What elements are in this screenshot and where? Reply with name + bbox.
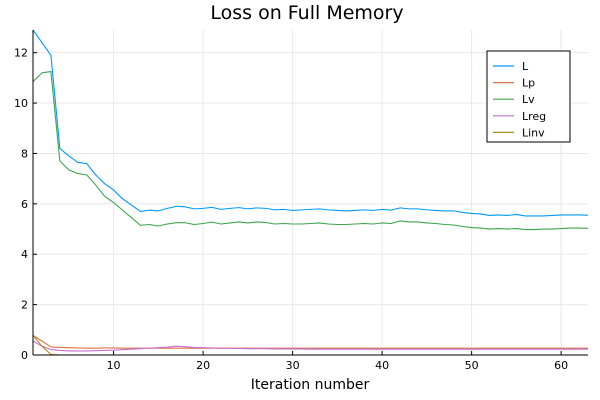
- series-line-lv: [32, 71, 589, 231]
- y-tick-label: 2: [21, 299, 28, 312]
- x-tick-label: 50: [465, 359, 479, 372]
- x-tick-labels: 10 20 30 40 50 60: [107, 359, 569, 372]
- legend-label: Lreg: [522, 110, 546, 123]
- y-tick-label: 6: [21, 198, 28, 211]
- series-line-lp: [32, 334, 588, 349]
- legend: L Lp Lv Lreg Linv: [486, 50, 571, 143]
- chart-title: Loss on Full Memory: [210, 2, 403, 24]
- x-tick-label: 30: [286, 359, 300, 372]
- y-tick-label: 4: [21, 248, 28, 261]
- y-tick-labels: 0 2 4 6 8 10 12: [14, 47, 28, 362]
- legend-label: L: [522, 60, 529, 73]
- x-tick-label: 10: [107, 359, 121, 372]
- x-tick-label: 60: [554, 359, 568, 372]
- legend-label: Lp: [522, 77, 535, 90]
- x-tick-label: 40: [375, 359, 389, 372]
- axes: [32, 30, 588, 356]
- legend-label: Lv: [522, 93, 535, 106]
- y-tick-label: 12: [14, 47, 28, 60]
- series-line-lreg: [32, 340, 588, 352]
- x-axis-label: Iteration number: [251, 377, 370, 393]
- series-line-l: [32, 29, 589, 217]
- x-tick-label: 20: [196, 359, 210, 372]
- y-tick-label: 8: [21, 147, 28, 160]
- y-tick-label: 10: [14, 97, 28, 110]
- y-tick-label: 0: [21, 349, 28, 362]
- series-line-linv: [32, 334, 588, 356]
- legend-label: Linv: [522, 126, 545, 139]
